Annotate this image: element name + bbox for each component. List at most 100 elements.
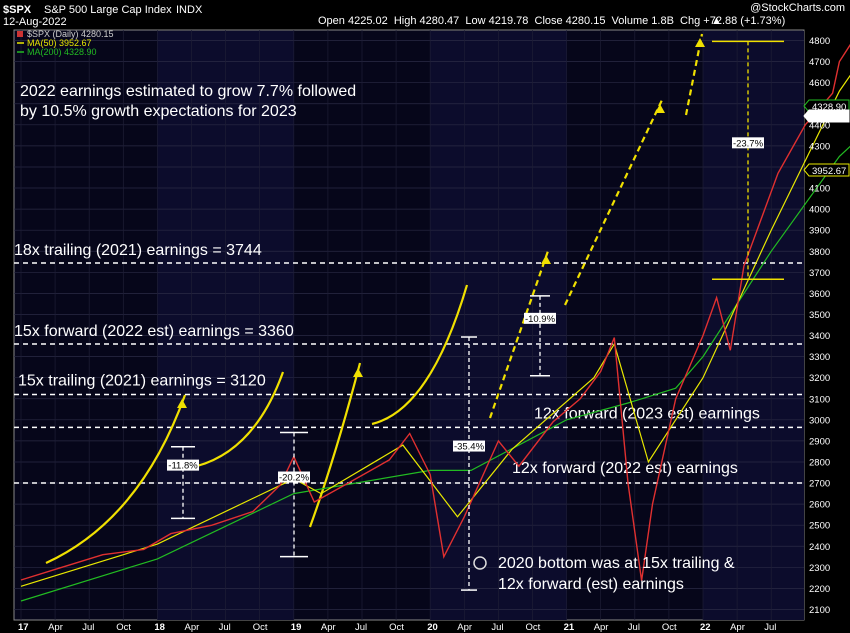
y-tick-label: 2200 [809,584,830,595]
trend-arrow-icon [353,368,363,377]
level-label: 12x forward (2023 est) earnings [534,405,760,422]
x-tick-label: Apr [48,622,63,633]
price-tag [803,109,850,123]
x-tick-label: Oct [253,622,268,633]
y-tick-label: 3900 [809,226,830,237]
y-tick-label: 2300 [809,563,830,574]
year-band [702,31,804,620]
x-tick-label: Oct [525,622,540,633]
drawdown-label: -10.9% [525,314,556,325]
y-tick-label: 4000 [809,205,830,216]
trend-arrow-icon [541,255,551,264]
drawdown-label: -20.2% [279,473,310,484]
legend: $SPX (Daily) 4280.15 MA(50) 3952.67 MA(2… [17,29,114,57]
bottom-note-line-2: 12x forward (est) earnings [498,576,684,593]
gridlines [14,30,804,620]
drawdown-label-box [167,459,199,471]
headline-line-2: by 10.5% growth expectations for 2023 [20,103,297,120]
up-arrow-icon: ▲ [711,15,722,27]
trendline [371,284,469,426]
x-tick-label: Apr [594,622,609,633]
y-tick-label: 2100 [809,605,830,616]
trendline [564,99,663,306]
series-line [20,43,850,581]
x-tick-label: Apr [321,622,336,633]
level-label: 18x trailing (2021) earnings = 3744 [14,242,262,259]
chart-name: S&P 500 Large Cap Index [44,4,172,16]
y-tick-label: 2500 [809,521,830,532]
y-tick-label: 4800 [809,36,830,47]
y-tick-label: 2700 [809,479,830,490]
trendlines [45,33,705,565]
x-tick-label: Jul [491,622,503,633]
bottom-note-line-1: 2020 bottom was at 15x trailing & [498,555,735,572]
trendline [308,362,362,528]
drawdown-label: -11.8% [168,461,198,472]
x-tick-label: 20 [427,622,438,633]
x-tick-label: 21 [564,622,575,633]
quote-line: Open 4225.02 High 4280.47 Low 4219.78 Cl… [318,15,785,27]
y-tick-label: 3700 [809,268,830,279]
series-line [20,145,850,602]
headline-line-1: 2022 earnings estimated to grow 7.7% fol… [20,83,356,100]
x-tick-label: Jul [628,622,640,633]
drawdown-label: -35.4% [454,442,485,453]
price-tag [803,163,850,177]
price-tag-label: 4280.15 [812,112,847,123]
chart-exchange: INDX [176,4,203,16]
watermark: @StockCharts.com [750,2,845,14]
y-tick-label: 3300 [809,352,830,363]
y-tick-label: 2900 [809,436,830,447]
y-tick-label: 3200 [809,373,830,384]
y-tick-label: 2400 [809,542,830,553]
price-tag-label: 4328.90 [812,102,846,113]
series-lines [20,43,850,602]
y-tick-label: 2800 [809,457,830,468]
candle-icon [17,31,23,37]
x-tick-label: 22 [700,622,711,633]
level-label: 15x trailing (2021) earnings = 3120 [18,373,266,390]
legend-item-ma50: MA(50) 3952.67 [27,38,92,48]
y-tick-label: 4700 [809,57,830,68]
x-tick-label: Oct [662,622,677,633]
price-tag-label: 3952.67 [812,166,846,177]
x-tick-label: Oct [389,622,404,633]
y-tick-label: 3400 [809,331,830,342]
x-tick-label: 17 [18,622,29,633]
drawdown-label: -23.7% [733,138,764,149]
trend-arrow-icon [655,104,665,113]
x-tick-label: Apr [730,622,745,633]
trendline [45,394,187,565]
drawdown-label-box [453,440,485,452]
legend-item-price: $SPX (Daily) 4280.15 [27,29,114,39]
plot-area [13,29,805,621]
trendline [684,33,704,116]
level-label: 15x forward (2022 est) earnings = 3360 [14,323,294,340]
y-tick-label: 4600 [809,78,830,89]
drawdown-label-box [524,312,556,324]
legend-item-ma200: MA(200) 4328.90 [27,47,97,57]
drawdown-label-box [278,471,310,483]
drawdown-markers: -11.8% -20.2% -35.4% -10.9% -23.7% [167,40,784,591]
level-label: 12x forward (2022 est) earnings [512,460,738,477]
x-tick-label: Apr [457,622,472,633]
x-axis: 17 Apr Jul Oct 18 Apr Jul Oct 19 Apr Jul Oct 20 Apr Ju… [18,622,776,633]
y-tick-label: 3800 [809,247,830,258]
x-tick-label: Apr [184,622,199,633]
y-tick-label: 4100 [809,184,830,195]
y-tick-label: 2600 [809,500,830,511]
y-tick-label: 3600 [809,289,830,300]
x-tick-label: Jul [355,622,367,633]
x-tick-label: 19 [291,622,302,633]
y-tick-label: 3000 [809,415,830,426]
bottom-marker-icon [473,556,487,570]
trend-arrow-icon [177,399,187,408]
chart-date: 12-Aug-2022 [3,16,67,28]
y-tick-label: 4300 [809,141,830,152]
x-tick-label: Jul [764,622,776,633]
trendline [196,371,285,468]
x-tick-label: Jul [219,622,231,633]
y-tick-label: 3500 [809,310,830,321]
